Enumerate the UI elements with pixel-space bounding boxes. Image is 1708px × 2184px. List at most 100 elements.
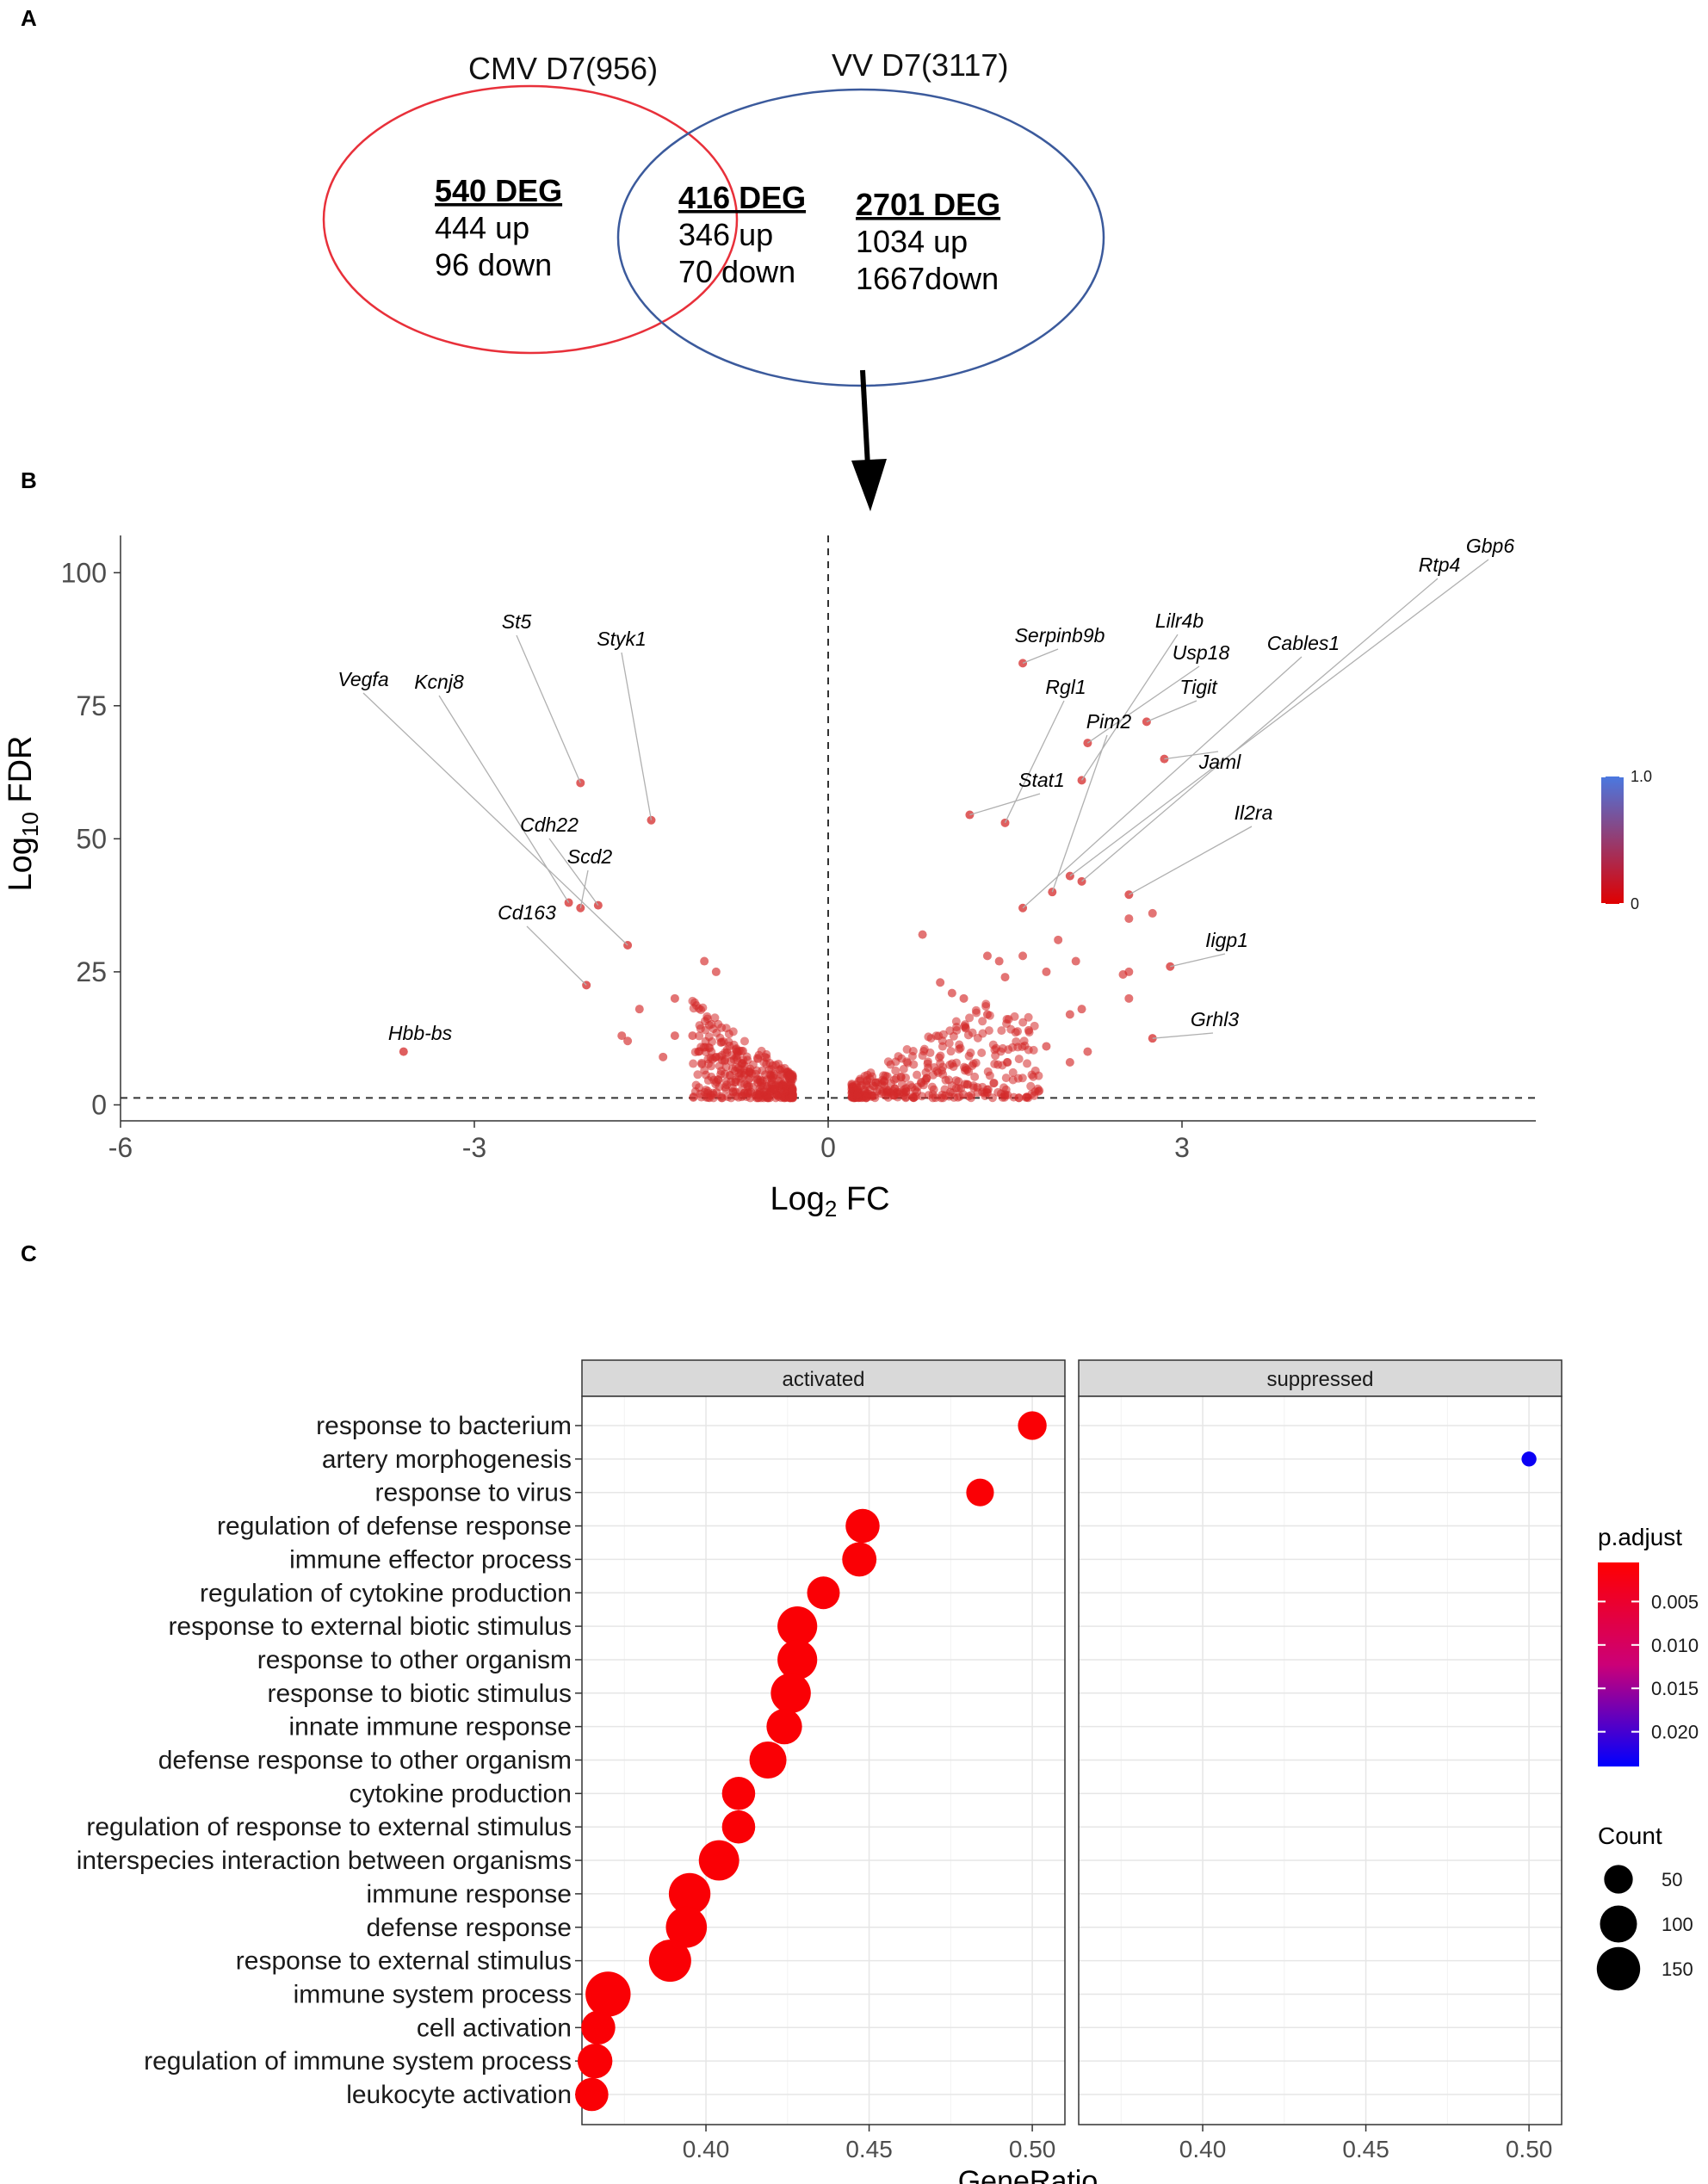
volcano-point bbox=[930, 1062, 939, 1072]
go-term-label: cell activation bbox=[417, 2014, 572, 2042]
volcano-point bbox=[948, 1088, 957, 1098]
go-term-labels: response to bacterium artery morphogenesi… bbox=[77, 1412, 582, 2109]
volcano-point bbox=[740, 1036, 749, 1046]
volcano-point bbox=[960, 1066, 969, 1075]
count-legend-label: 50 bbox=[1662, 1869, 1682, 1890]
go-term-label: immune system process bbox=[294, 1980, 572, 2008]
vv-title: VV D7(3117) bbox=[832, 47, 1008, 83]
volcano-point bbox=[853, 1089, 863, 1098]
gene-leader-line bbox=[1129, 826, 1253, 895]
volcano-point bbox=[1023, 1059, 1032, 1068]
volcano-point bbox=[704, 1043, 714, 1052]
volcano-point bbox=[1006, 1024, 1016, 1034]
volcano-point bbox=[952, 1023, 962, 1032]
volcano-legend-bar bbox=[1601, 776, 1624, 904]
volcano-point bbox=[716, 1067, 726, 1076]
go-point bbox=[966, 1478, 994, 1507]
gene-leader-line bbox=[1069, 559, 1489, 877]
gene-label: Pim2 bbox=[1086, 710, 1132, 733]
volcano-point bbox=[707, 1019, 716, 1029]
volcano-point bbox=[755, 1087, 764, 1097]
volcano-points bbox=[399, 659, 1175, 1103]
volcano-point bbox=[941, 1075, 950, 1085]
go-term-label: response to bacterium bbox=[316, 1412, 572, 1440]
volcano-point bbox=[990, 1059, 999, 1068]
volcano-point bbox=[899, 1064, 908, 1073]
volcano-y-tick-label: 0 bbox=[91, 1089, 107, 1120]
volcano-point bbox=[710, 1013, 720, 1023]
gene-label: Stat1 bbox=[1018, 769, 1065, 791]
volcano-point bbox=[1042, 1042, 1051, 1051]
volcano-point bbox=[689, 1059, 698, 1068]
p-adjust-colorbar bbox=[1598, 1562, 1639, 1766]
volcano-point bbox=[1042, 967, 1051, 976]
p-adjust-label: 0.020 bbox=[1651, 1722, 1699, 1743]
go-facets: activated suppressed bbox=[581, 1359, 1563, 2125]
volcano-point bbox=[1118, 970, 1128, 979]
volcano-y-tick-label: 100 bbox=[61, 557, 107, 588]
volcano-x-title: Log2 FC bbox=[770, 1181, 889, 1222]
volcano-point bbox=[696, 1089, 705, 1098]
volcano-point bbox=[913, 1070, 922, 1080]
volcano-point bbox=[1000, 973, 1010, 982]
gene-leader-line bbox=[1004, 700, 1065, 824]
volcano-point bbox=[1024, 1012, 1033, 1022]
volcano-point bbox=[963, 1080, 973, 1089]
volcano-point bbox=[737, 1046, 746, 1055]
cmv-circle bbox=[322, 84, 739, 355]
count-legend-title: Count bbox=[1598, 1822, 1662, 1849]
volcano-point bbox=[695, 1031, 704, 1041]
go-term-label: response to virus bbox=[375, 1479, 572, 1507]
p-adjust-label: 0.005 bbox=[1651, 1591, 1699, 1612]
gene-leader-line bbox=[1164, 751, 1219, 760]
volcano-point bbox=[767, 1065, 777, 1074]
go-x-title: GeneRatio bbox=[958, 2165, 1098, 2184]
go-dot-plot: activated suppressed response to bacteriu… bbox=[77, 1359, 1699, 2184]
volcano-point bbox=[724, 1037, 733, 1047]
p-adjust-legend: p.adjust 0.005 0.010 0.015 0.020 bbox=[1598, 1524, 1699, 1766]
volcano-point bbox=[978, 1017, 987, 1026]
volcano-point bbox=[1077, 1005, 1086, 1014]
volcano-point bbox=[1148, 908, 1157, 918]
panel-a-label: A bbox=[21, 5, 37, 31]
volcano-point bbox=[763, 1075, 772, 1085]
gene-label: Kcnj8 bbox=[414, 671, 464, 693]
go-term-label: immune effector process bbox=[289, 1545, 572, 1574]
volcano-point bbox=[964, 1092, 974, 1101]
volcano-point bbox=[659, 1052, 668, 1061]
gene-label: Cdh22 bbox=[520, 814, 579, 836]
go-x-tick-label: 0.40 bbox=[1179, 2136, 1227, 2162]
go-term-label: artery morphogenesis bbox=[322, 1445, 572, 1474]
facet-strip-suppressed bbox=[1078, 1359, 1563, 1397]
volcano-point bbox=[997, 1026, 1006, 1036]
volcano-color-legend: 1.00 bbox=[1601, 768, 1652, 913]
vv-only-deg: 2701 DEG bbox=[856, 187, 1000, 222]
go-term-label: leukocyte activation bbox=[346, 2081, 572, 2109]
go-point bbox=[1521, 1451, 1537, 1467]
volcano-point bbox=[702, 1012, 712, 1021]
volcano-point bbox=[1027, 1070, 1037, 1080]
go-x-tick-label: 0.40 bbox=[683, 2136, 730, 2162]
gene-leader-line bbox=[1146, 700, 1197, 722]
gene-label: Cables1 bbox=[1267, 632, 1340, 654]
go-term-label: response to external biotic stimulus bbox=[168, 1612, 572, 1641]
volcano-legend-label: 0 bbox=[1631, 895, 1639, 913]
volcano-point bbox=[786, 1093, 795, 1103]
volcano-point bbox=[1014, 1093, 1024, 1103]
gene-label: Grhl3 bbox=[1191, 1008, 1239, 1030]
volcano-point bbox=[940, 1085, 950, 1094]
volcano-point bbox=[924, 1032, 933, 1042]
go-term-label: response to other organism bbox=[257, 1646, 572, 1674]
gene-label: Hbb-bs bbox=[388, 1022, 453, 1044]
volcano-point bbox=[711, 967, 721, 976]
volcano-point bbox=[705, 1093, 715, 1103]
volcano-point bbox=[856, 1074, 865, 1084]
volcano-point bbox=[998, 1061, 1007, 1070]
volcano-point bbox=[921, 1067, 931, 1077]
go-term-label: immune response bbox=[367, 1880, 572, 1909]
facet-strip-activated bbox=[581, 1359, 1066, 1397]
volcano-point bbox=[703, 1086, 713, 1096]
volcano-point bbox=[1030, 1091, 1039, 1100]
volcano-point bbox=[981, 999, 991, 1009]
volcano-point bbox=[965, 1013, 975, 1023]
